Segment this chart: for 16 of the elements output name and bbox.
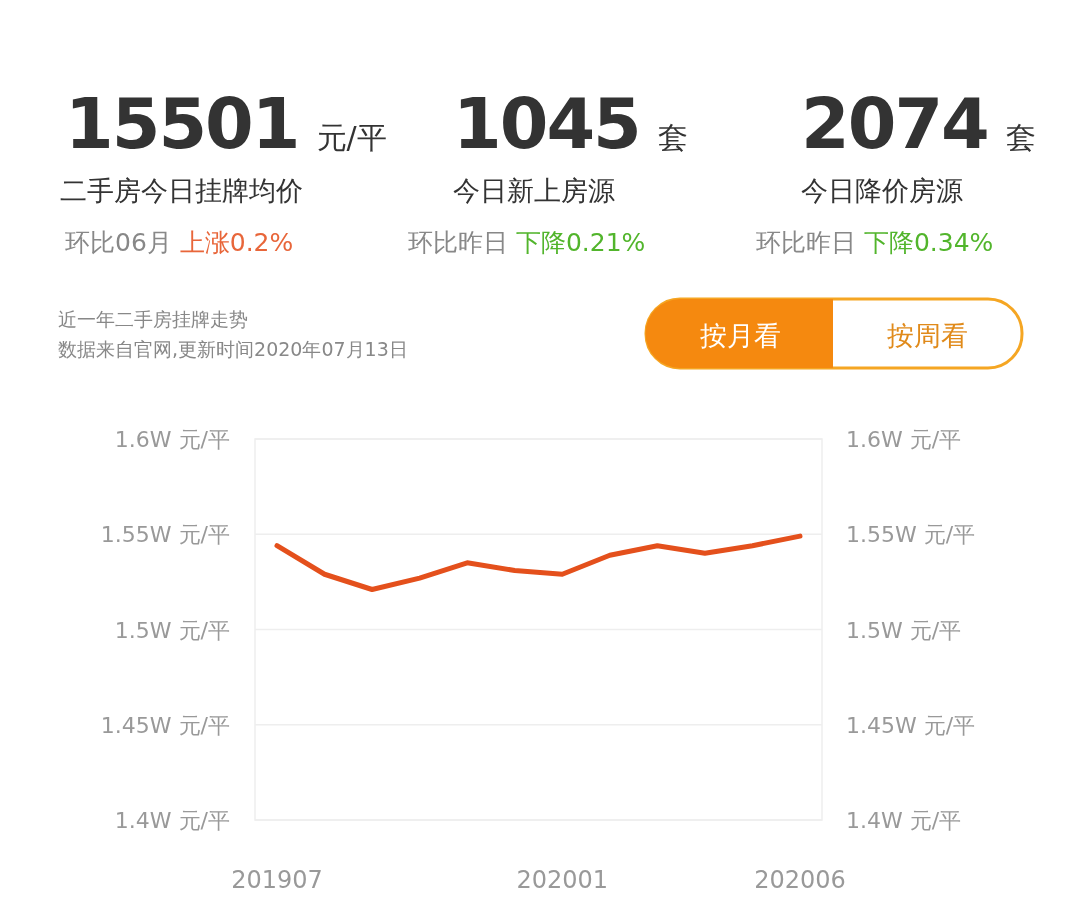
y-tick-label: 1.5W 元/平 [114,617,230,643]
y2-tick-label: 1.45W 元/平 [846,712,976,738]
y2-tick-label: 1.55W 元/平 [846,522,976,548]
y-tick-label: 1.45W 元/平 [100,712,230,738]
x-tick-label: 202001 [516,866,609,894]
y2-tick-label: 1.6W 元/平 [846,427,962,452]
chart-subtitle: 数据来自官网,更新时间2020年07月13日 [58,338,408,360]
x-tick-label: 202006 [754,866,846,894]
y2-tick-label: 1.5W 元/平 [846,617,962,643]
y2-tick-label: 1.4W 元/平 [846,808,962,833]
x-tick-label: 201907 [231,866,323,894]
y-tick-label: 1.6W 元/平 [114,427,230,452]
y-tick-label: 1.4W 元/平 [114,808,230,833]
chart-title: 近一年二手房挂牌走势 [58,308,248,330]
toggle: 按月看 按周看 [644,297,1024,370]
y-tick-label: 1.55W 元/平 [100,522,230,548]
